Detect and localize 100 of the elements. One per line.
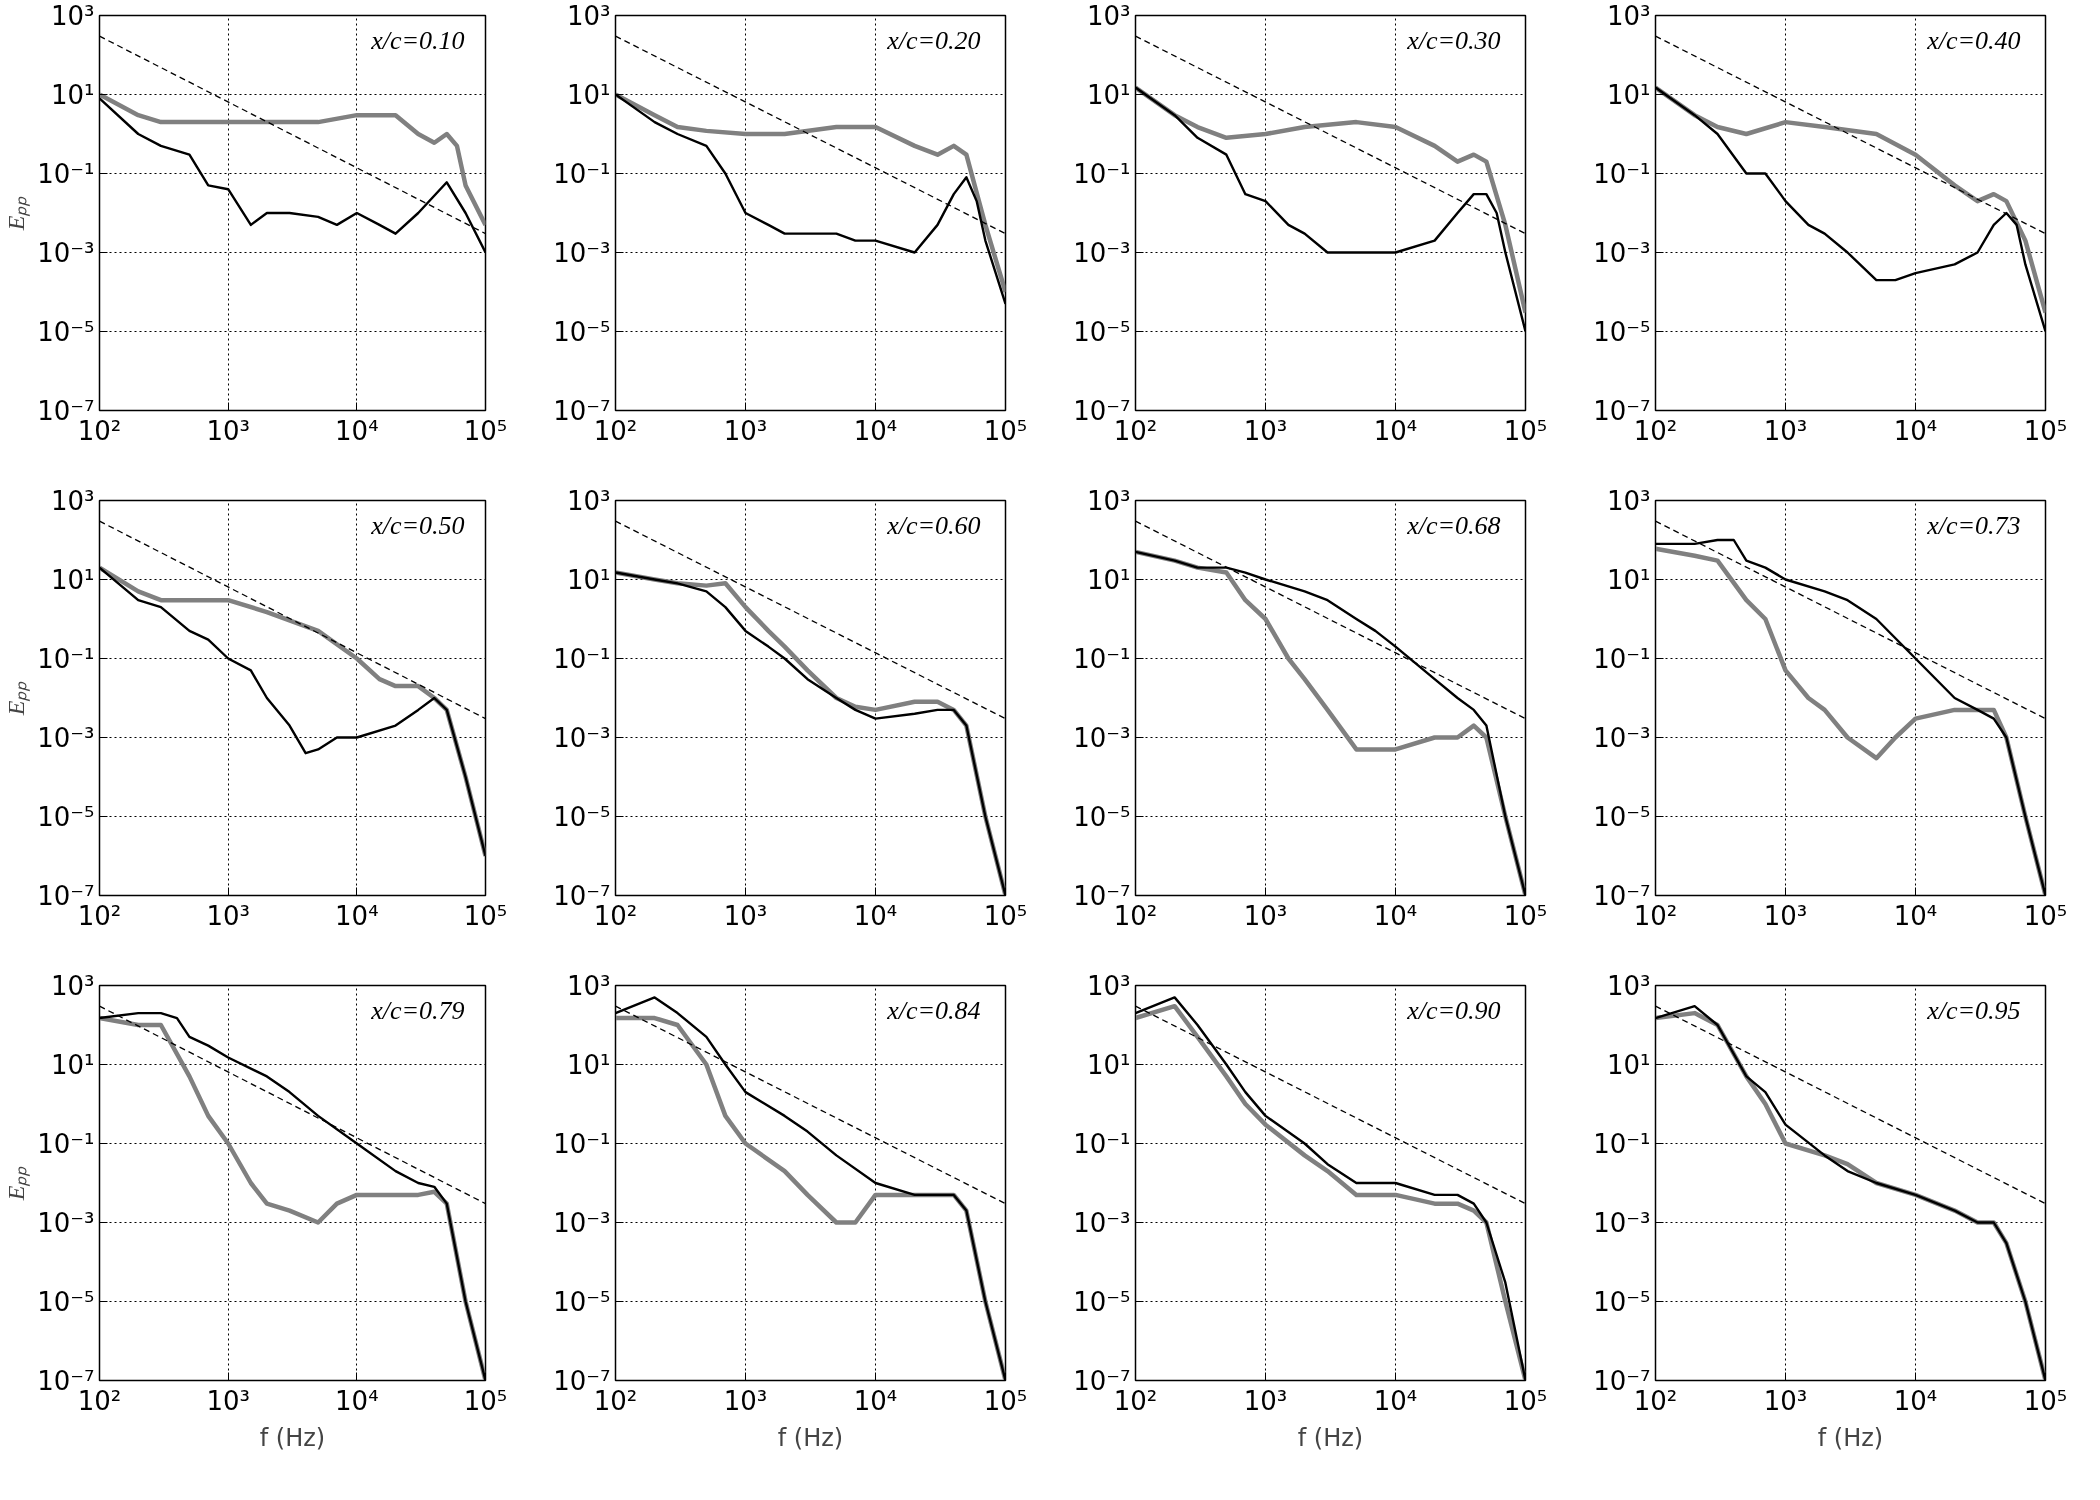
- x-tick-label: 10⁴: [1373, 900, 1418, 931]
- annotation: x/c=0.90: [1406, 995, 1501, 1025]
- y-tick-label: 10³: [1086, 0, 1131, 31]
- y-tick-label: 10¹: [566, 564, 611, 595]
- x-tick-label: 10⁴: [853, 900, 898, 931]
- y-tick-label: 10¹: [1606, 1049, 1651, 1080]
- y-tick-label: 10⁻¹: [1593, 643, 1651, 674]
- y-tick-label: 10⁻¹: [37, 1128, 95, 1159]
- y-tick-label: 10¹: [50, 79, 95, 110]
- y-tick-label: 10⁻³: [553, 722, 611, 753]
- y-tick-label: 10⁻³: [37, 1207, 95, 1238]
- y-tick-label: 10⁻³: [1593, 722, 1651, 753]
- x-tick-label: 10³: [206, 900, 250, 931]
- x-tick-label: 10³: [1763, 900, 1808, 931]
- y-tick-label: 10⁻¹: [553, 1128, 611, 1159]
- annotation: x/c=0.73: [1926, 510, 2021, 540]
- x-tick-label: 10⁴: [1373, 415, 1418, 446]
- x-tick-label: 10⁵: [1503, 415, 1548, 446]
- y-tick-label: 10⁻⁵: [1593, 801, 1651, 832]
- x-tick-label: 10⁴: [1893, 1385, 1938, 1416]
- y-tick-label: 10¹: [1086, 564, 1131, 595]
- y-tick-label: 10⁻⁵: [1593, 1286, 1651, 1317]
- y-tick-label: 10⁻¹: [1073, 643, 1131, 674]
- y-tick-label: 10³: [1606, 485, 1651, 516]
- x-tick-label: 10⁵: [983, 900, 1028, 931]
- annotation: x/c=0.95: [1926, 995, 2021, 1025]
- y-tick-label: 10⁻⁵: [1593, 316, 1651, 347]
- y-tick-label: 10⁻¹: [553, 643, 611, 674]
- y-tick-label: 10⁻¹: [37, 643, 95, 674]
- x-tick-label: 10⁴: [335, 1385, 379, 1416]
- x-tick-label: 10⁴: [335, 900, 379, 931]
- y-tick-label: 10³: [50, 0, 95, 31]
- annotation: x/c=0.10: [370, 25, 465, 55]
- y-tick-label: 10⁻⁵: [37, 316, 95, 347]
- x-tick-label: 10⁴: [853, 415, 898, 446]
- x-tick-label: 10³: [723, 1385, 768, 1416]
- y-tick-label: 10³: [1606, 0, 1651, 31]
- x-tick-label: 10⁵: [463, 900, 508, 931]
- annotation: x/c=0.60: [886, 510, 981, 540]
- annotation: x/c=0.79: [370, 995, 465, 1025]
- annotation: x/c=0.84: [886, 995, 981, 1025]
- y-tick-label: 10³: [566, 0, 611, 31]
- y-tick-label: 10⁻⁵: [553, 316, 611, 347]
- x-tick-label: 10⁵: [1503, 1385, 1548, 1416]
- y-tick-label: 10¹: [566, 1049, 611, 1080]
- y-tick-label: 10³: [1606, 970, 1651, 1001]
- x-tick-label: 10⁵: [2023, 415, 2068, 446]
- y-tick-label: 10⁻⁵: [553, 1286, 611, 1317]
- y-tick-label: 10⁻³: [553, 237, 611, 268]
- y-tick-label: 10³: [566, 970, 611, 1001]
- x-axis-title: f (Hz): [259, 1423, 326, 1452]
- y-tick-label: 10⁻³: [1593, 1207, 1651, 1238]
- annotation: x/c=0.40: [1926, 25, 2021, 55]
- x-axis-title: f (Hz): [1817, 1423, 1884, 1452]
- y-tick-label: 10¹: [1606, 79, 1651, 110]
- x-tick-label: 10⁴: [853, 1385, 898, 1416]
- x-tick-label: 10³: [723, 900, 768, 931]
- y-tick-label: 10³: [50, 485, 95, 516]
- y-tick-label: 10¹: [566, 79, 611, 110]
- y-tick-label: 10¹: [50, 564, 95, 595]
- y-tick-label: 10¹: [1606, 564, 1651, 595]
- y-tick-label: 10⁻⁵: [37, 801, 95, 832]
- y-tick-label: 10³: [1086, 970, 1131, 1001]
- y-tick-label: 10¹: [50, 1049, 95, 1080]
- y-tick-label: 10¹: [1086, 79, 1131, 110]
- x-axis-title: f (Hz): [1297, 1423, 1364, 1452]
- x-tick-label: 10⁵: [463, 1385, 508, 1416]
- y-tick-label: 10⁻³: [1073, 237, 1131, 268]
- x-tick-label: 10³: [1763, 415, 1808, 446]
- x-tick-label: 10⁵: [2023, 1385, 2068, 1416]
- y-tick-label: 10³: [50, 970, 95, 1001]
- y-tick-label: 10⁻¹: [1593, 1128, 1651, 1159]
- x-tick-label: 10⁴: [1373, 1385, 1418, 1416]
- x-tick-label: 10³: [1243, 900, 1288, 931]
- y-tick-label: 10⁻⁵: [1073, 801, 1131, 832]
- x-tick-label: 10⁵: [983, 415, 1028, 446]
- x-tick-label: 10³: [206, 1385, 250, 1416]
- x-tick-label: 10³: [1763, 1385, 1808, 1416]
- annotation: x/c=0.20: [886, 25, 981, 55]
- y-tick-label: 10⁻³: [1073, 1207, 1131, 1238]
- y-tick-label: 10⁻³: [1073, 722, 1131, 753]
- annotation: x/c=0.30: [1406, 25, 1501, 55]
- x-tick-label: 10³: [206, 415, 250, 446]
- y-tick-label: 10⁻⁵: [1073, 316, 1131, 347]
- y-tick-label: 10⁻³: [37, 237, 95, 268]
- y-tick-label: 10¹: [1086, 1049, 1131, 1080]
- y-tick-label: 10⁻¹: [553, 158, 611, 189]
- y-tick-label: 10⁻¹: [1593, 158, 1651, 189]
- x-tick-label: 10³: [1243, 415, 1288, 446]
- x-tick-label: 10⁴: [335, 415, 379, 446]
- y-tick-label: 10⁻⁵: [1073, 1286, 1131, 1317]
- x-tick-label: 10⁵: [2023, 900, 2068, 931]
- y-tick-label: 10⁻¹: [37, 158, 95, 189]
- y-axis-title: Eₚₚ: [3, 1165, 31, 1202]
- y-tick-label: 10⁻³: [37, 722, 95, 753]
- y-tick-label: 10⁻³: [553, 1207, 611, 1238]
- x-tick-label: 10³: [1243, 1385, 1288, 1416]
- x-tick-label: 10³: [723, 415, 768, 446]
- y-axis-title: Eₚₚ: [3, 195, 31, 232]
- y-tick-label: 10⁻¹: [1073, 1128, 1131, 1159]
